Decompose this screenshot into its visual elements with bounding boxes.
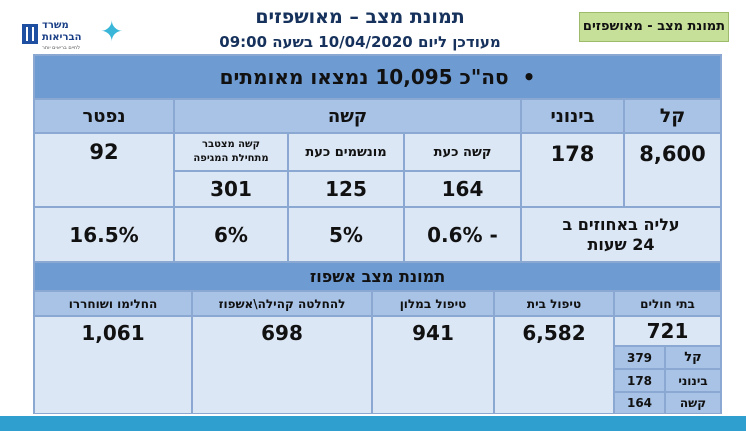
star-icon: ✦ — [100, 15, 124, 48]
hospitalization-title: תמונת מצב אשפוז — [34, 262, 721, 291]
summary-bar: • סה"כ 10,095 נמצאו מאומתים — [34, 55, 721, 99]
section-tag: תמונת מצב - מאושפזים — [579, 12, 729, 42]
status-table: • סה"כ 10,095 נמצאו מאומתים קל בינוני קש… — [33, 54, 722, 414]
rise-severe-now: 0.6% - — [404, 207, 521, 262]
hospitals-value: 721 — [614, 316, 721, 346]
severe-now-label: קשה כעת — [404, 133, 521, 171]
ministry-logo: משרד הבריאות לחיים בריאים יותר ✦ — [22, 18, 132, 52]
severe-header: קשה — [174, 99, 521, 133]
cumulative-severe-value: 301 — [174, 171, 288, 207]
hospitals-header: בתי חולים — [614, 291, 721, 316]
home-care-header: טיפול בית — [494, 291, 614, 316]
mild-header: קל — [624, 99, 721, 133]
recovered-value: 1,061 — [34, 316, 192, 414]
summary-bullet: • — [522, 65, 536, 89]
rise-cumulative: 6% — [174, 207, 288, 262]
dead-value: 92 — [34, 133, 174, 207]
home-care-value: 6,582 — [494, 316, 614, 414]
breakdown-value: 178 — [614, 369, 665, 392]
breakdown-label: קל — [665, 346, 721, 369]
update-timestamp: מעודכן ליום 10/04/2020 בשעה 09:00 — [219, 33, 501, 51]
breakdown-label: בינוני — [665, 369, 721, 392]
logo-line-2: הבריאות — [42, 32, 82, 43]
cumulative-severe-label: קשה מצטבר מתחילת המגיפה — [174, 133, 288, 171]
hotel-care-value: 941 — [372, 316, 494, 414]
menorah-icon — [22, 24, 38, 44]
rise-ventilated: 5% — [288, 207, 404, 262]
recovered-header: החלימו ושוחררו — [34, 291, 192, 316]
mild-value: 8,600 — [624, 133, 721, 207]
rise-label: עליה באחוזים ב 24 שעות — [521, 207, 721, 262]
logo-line-3: לחיים בריאים יותר — [42, 45, 81, 51]
moderate-value: 178 — [521, 133, 624, 207]
community-value: 698 — [192, 316, 372, 414]
rise-dead: 16.5% — [34, 207, 174, 262]
logo-line-1: משרד — [42, 20, 69, 31]
dead-header: נפטר — [34, 99, 174, 133]
moderate-header: בינוני — [521, 99, 624, 133]
page-title: תמונת מצב – מאושפזים — [255, 6, 465, 28]
bottom-strip — [0, 416, 746, 431]
summary-text: סה"כ 10,095 נמצאו מאומתים — [219, 65, 509, 89]
ventilated-label: מונשמים כעת — [288, 133, 404, 171]
ventilated-value: 125 — [288, 171, 404, 207]
breakdown-value: 379 — [614, 346, 665, 369]
breakdown-value: 164 — [614, 392, 665, 414]
breakdown-label: קשה — [665, 392, 721, 414]
hotel-care-header: טיפול במלון — [372, 291, 494, 316]
severe-now-value: 164 — [404, 171, 521, 207]
community-header: להחלטה קהילה\אשפוז — [192, 291, 372, 316]
